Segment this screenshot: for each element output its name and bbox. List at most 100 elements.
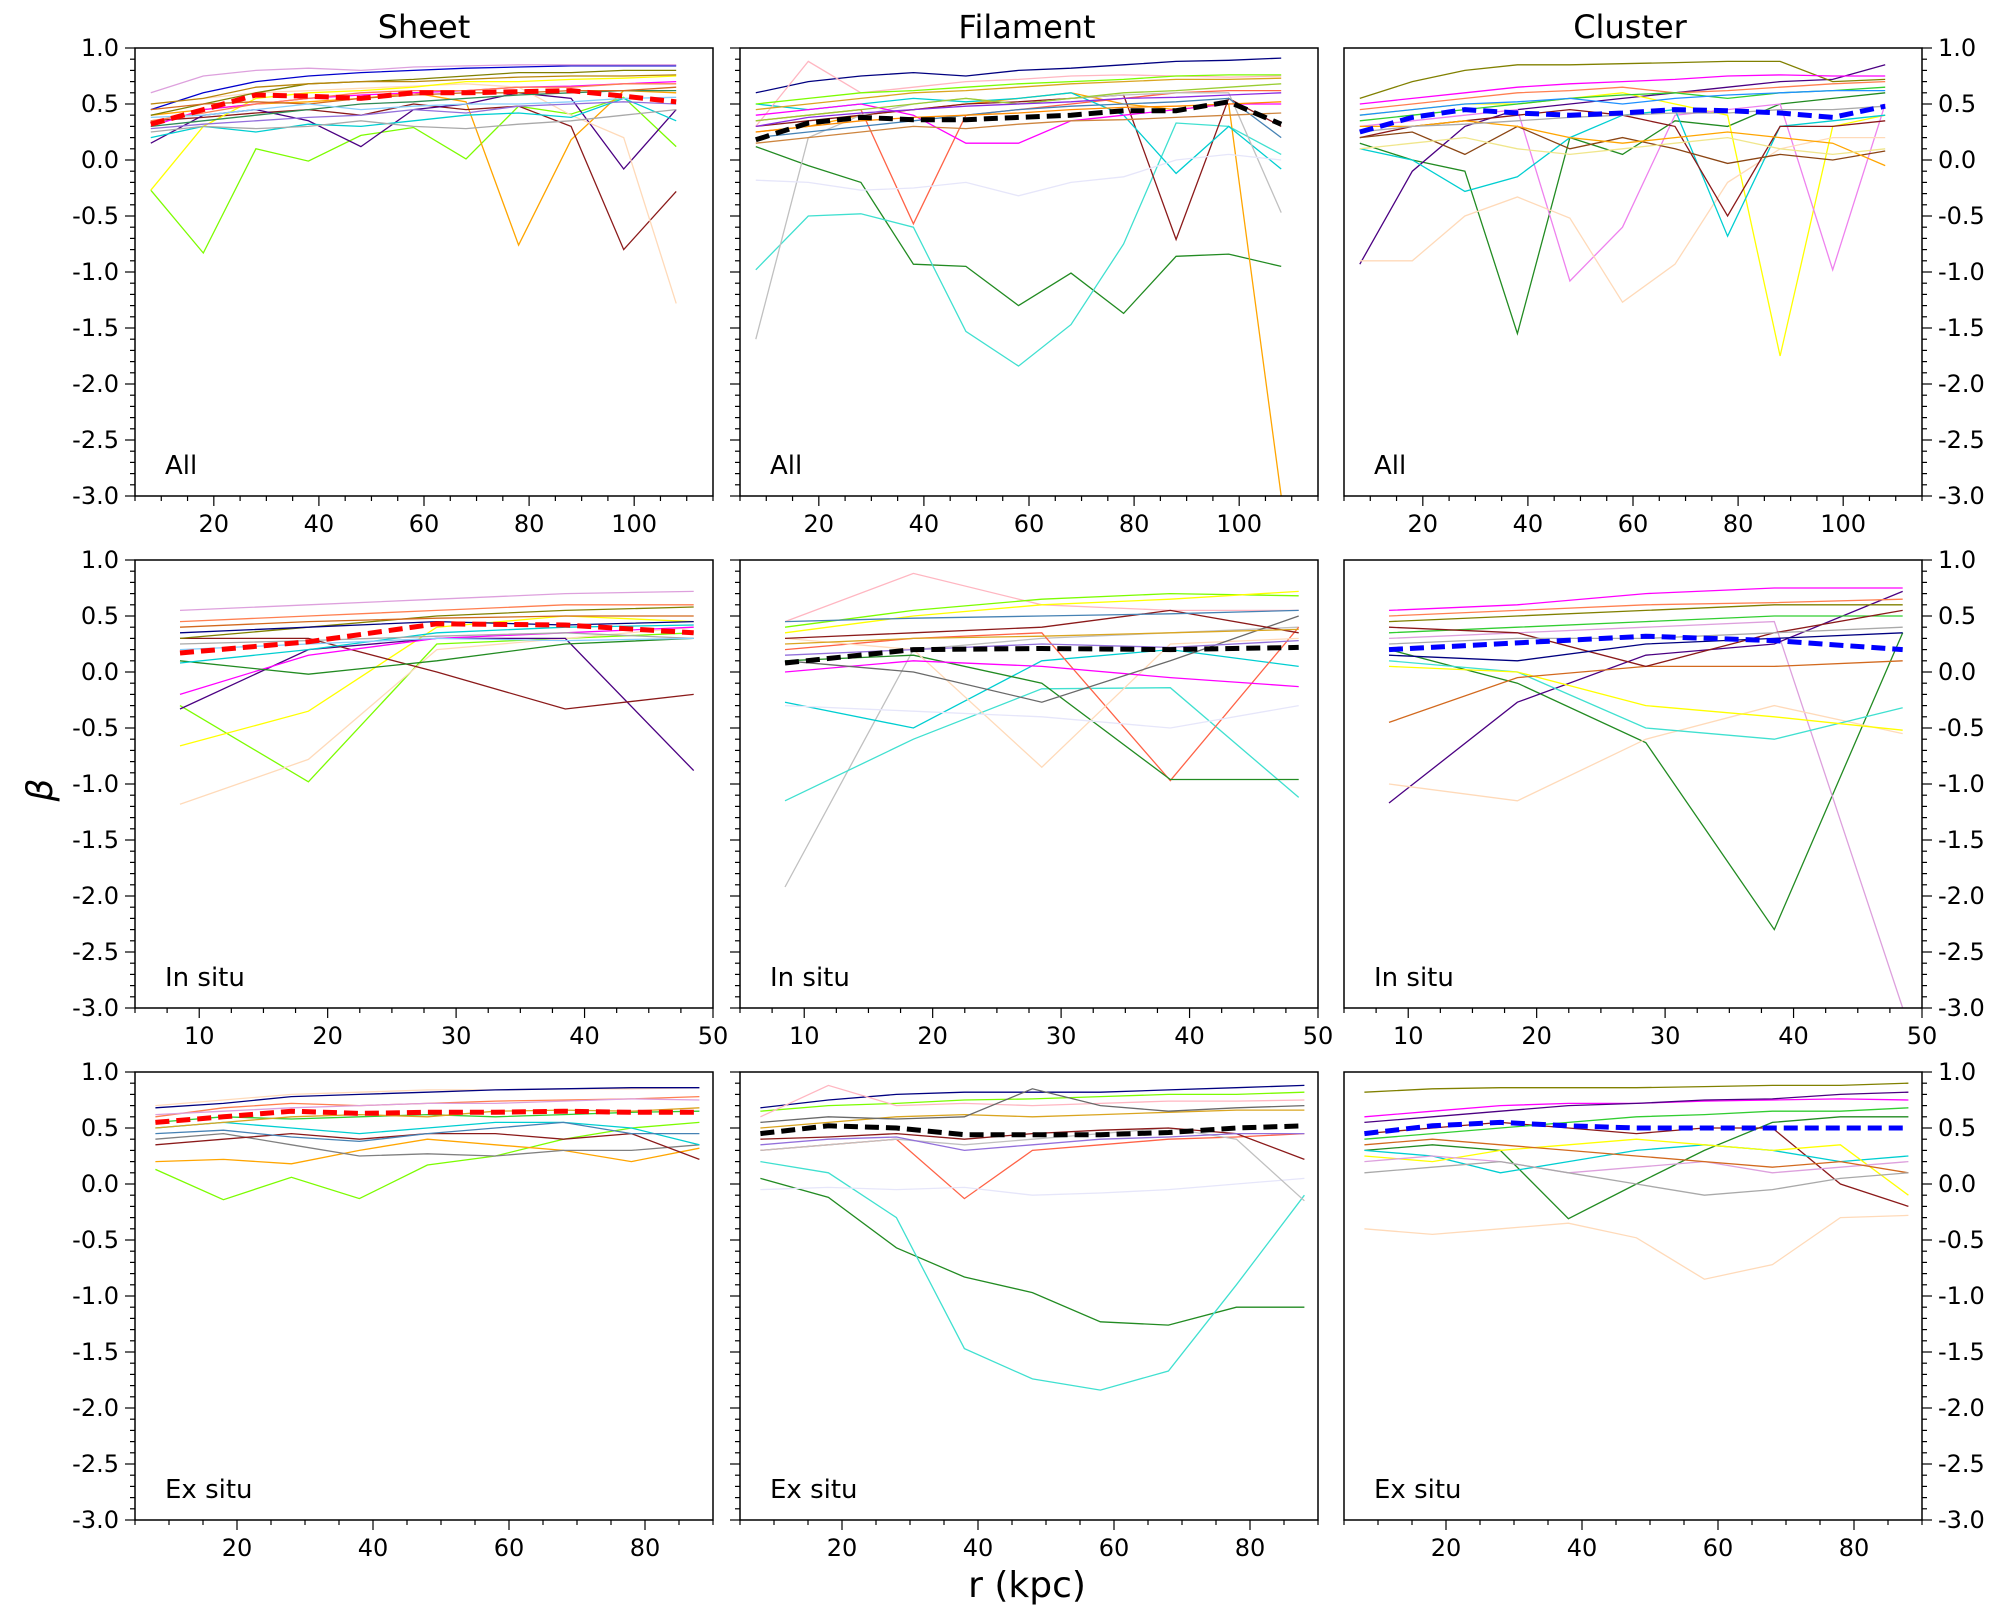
series-line-9	[1364, 1138, 1909, 1174]
x-tick-label: 20	[222, 1534, 253, 1562]
series-line-9	[784, 590, 1299, 634]
panel-label: In situ	[165, 963, 245, 993]
series-line-9	[179, 590, 694, 612]
series-line-6	[760, 1084, 1305, 1109]
x-tick-label: 60	[409, 510, 440, 538]
x-tick-label: 80	[1235, 1534, 1266, 1562]
series-line-3	[150, 103, 677, 251]
y-tick-label: -2.5	[72, 938, 119, 966]
y-tick-label: -3.0	[72, 994, 119, 1022]
panel-cluster-in-situ: 1.0 0.5 0.0 -0.5 -1.0 -1.5 -2.0 -2.5 -3.0 10 20 30 4…	[1343, 546, 1985, 1050]
y-tick-label: 0.0	[81, 658, 119, 686]
series-line-2	[1364, 1214, 1909, 1280]
series-line-14	[1359, 89, 1886, 116]
series-line-5	[180, 637, 694, 710]
series-group	[760, 1084, 1305, 1391]
panel-filament-in-situ: 10 20 30 40 50 In situ	[730, 559, 1334, 1050]
x-tick-label: 40	[1778, 1022, 1809, 1050]
y-tick-label: -3.0	[72, 482, 119, 510]
x-tick-label: 50	[1303, 1022, 1334, 1050]
series-line-8	[760, 1084, 1305, 1118]
y-tick-label: -3.0	[1938, 994, 1985, 1022]
x-tick-label: 30	[1046, 1022, 1077, 1050]
mean-line	[1388, 633, 1903, 653]
y-tick-label: 1.0	[1938, 1058, 1976, 1086]
series-group	[150, 64, 677, 304]
panel-label: Ex situ	[770, 1475, 858, 1505]
series-line-4	[155, 1132, 700, 1161]
y-tick-label: -2.0	[1938, 1394, 1985, 1422]
series-line-13	[1359, 120, 1886, 167]
series-line-3	[179, 626, 694, 805]
series-line-6	[784, 637, 1299, 769]
mean-line	[784, 644, 1299, 666]
series-line-10	[150, 80, 677, 128]
series-line-6	[1364, 1144, 1909, 1174]
y-tick-label: -2.5	[1938, 426, 1985, 454]
series-line-16	[1359, 136, 1886, 156]
y-tick-label: 0.5	[81, 602, 119, 630]
y-tick-label: -2.0	[1938, 370, 1985, 398]
x-tick-label: 50	[698, 1022, 729, 1050]
series-line-3	[1359, 92, 1886, 357]
series-line-3	[1388, 590, 1903, 804]
series-line-6	[155, 1121, 700, 1143]
series-line-10	[784, 660, 1299, 688]
series-line-17	[150, 96, 677, 119]
x-tick-label: 60	[1099, 1534, 1130, 1562]
series-line-2	[155, 1138, 700, 1165]
y-tick-label: -2.5	[72, 426, 119, 454]
series-line-8	[1359, 60, 1886, 100]
series-line-2	[179, 615, 694, 747]
series-line-4	[760, 1177, 1305, 1196]
y-tick-label: -3.0	[1938, 482, 1985, 510]
y-tick-label: -0.5	[1938, 714, 1985, 742]
y-axis-title: β	[20, 779, 61, 803]
y-tick-label: -2.0	[72, 882, 119, 910]
series-line-1	[1388, 632, 1904, 931]
y-tick-label: -1.5	[72, 826, 119, 854]
series-line-8	[150, 65, 677, 111]
x-tick-label: 10	[184, 1022, 215, 1050]
y-tick-label: 1.0	[81, 546, 119, 574]
x-tick-label: 40	[1567, 1534, 1598, 1562]
series-line-11	[755, 74, 1282, 105]
y-tick-label: 0.0	[1938, 146, 1976, 174]
panel-filament-all: 20 40 60 80 100 All	[730, 47, 1319, 538]
column-title-filament: Filament	[958, 8, 1095, 46]
y-tick-label: -2.5	[1938, 1450, 1985, 1478]
y-tick-label: -1.0	[72, 770, 119, 798]
y-tick-label: 1.0	[81, 1058, 119, 1086]
series-line-1	[150, 96, 677, 255]
y-tick-label: -1.5	[1938, 314, 1985, 342]
y-tick-label: -1.0	[72, 258, 119, 286]
series-line-10	[1388, 604, 1903, 623]
series-line-5	[784, 654, 1299, 781]
y-tick-label: -0.5	[1938, 202, 1985, 230]
y-tick-label: 0.0	[1938, 658, 1976, 686]
series-group	[755, 57, 1283, 496]
panel-cluster-all: 1.0 0.5 0.0 -0.5 -1.0 -1.5 -2.0 -2.5 -3.0 20 40 60 8…	[1343, 34, 1985, 538]
y-tick-label: -0.5	[1938, 1226, 1985, 1254]
series-line-12	[1359, 125, 1886, 165]
x-tick-label: 50	[1907, 1022, 1938, 1050]
series-line-1	[784, 626, 1299, 888]
series-line-9	[1359, 74, 1886, 105]
panel-label: Ex situ	[165, 1475, 253, 1505]
x-tick-label: 20	[199, 510, 230, 538]
y-tick-label: 0.5	[1938, 1114, 1976, 1142]
y-tick-label: -0.5	[72, 1226, 119, 1254]
y-tick-label: -2.0	[72, 370, 119, 398]
series-line-9	[150, 69, 677, 116]
x-tick-label: 20	[827, 1534, 858, 1562]
x-tick-label: 20	[1408, 510, 1439, 538]
series-line-4	[1388, 704, 1903, 802]
series-line-7	[150, 97, 677, 139]
series-line-18	[150, 101, 677, 130]
panel-label: All	[770, 451, 802, 481]
series-line-12	[155, 1098, 700, 1116]
mean-line	[1364, 1119, 1909, 1137]
series-line-15	[1359, 105, 1886, 133]
x-tick-label: 30	[1650, 1022, 1681, 1050]
y-tick-label: -0.5	[72, 714, 119, 742]
